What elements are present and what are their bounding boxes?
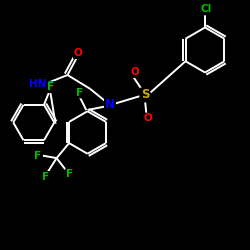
Text: Cl: Cl bbox=[200, 4, 212, 15]
Text: O: O bbox=[74, 48, 83, 58]
Text: O: O bbox=[143, 114, 152, 124]
Text: O: O bbox=[130, 67, 140, 77]
Text: F: F bbox=[34, 150, 42, 160]
Text: N: N bbox=[105, 98, 115, 112]
Text: F: F bbox=[66, 169, 74, 179]
Text: HN: HN bbox=[29, 79, 46, 89]
Text: F: F bbox=[76, 88, 83, 98]
Text: S: S bbox=[141, 88, 149, 102]
Text: F: F bbox=[48, 82, 54, 92]
Text: F: F bbox=[42, 172, 49, 182]
